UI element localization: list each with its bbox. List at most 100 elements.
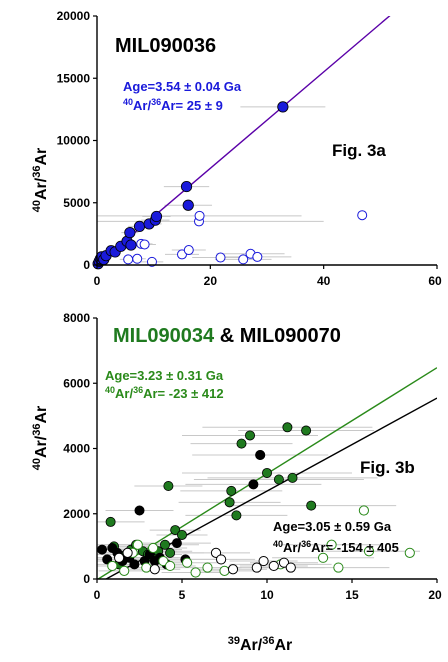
panel-b-data-point bbox=[190, 567, 201, 578]
panel-a-data-point bbox=[133, 220, 146, 233]
panel-b-data-point bbox=[273, 474, 284, 485]
panel-b-data-point bbox=[404, 547, 415, 559]
panel-b-data-point bbox=[119, 565, 130, 576]
panel-a-data-point bbox=[124, 227, 136, 239]
panel-a-figure-label: Fig. 3a bbox=[332, 141, 386, 160]
panel-a-data-point bbox=[150, 210, 163, 223]
panel-b-y-tick-label: 6000 bbox=[63, 376, 90, 390]
panel-b-annotation-black-line2: 40Ar/36Ar= -154 ± 405 bbox=[273, 539, 399, 555]
panel-b-data-point bbox=[363, 546, 375, 557]
panel-b-y-tick-label: 0 bbox=[83, 572, 90, 586]
panel-a-annotation-line1: Age=3.54 ± 0.04 Ga bbox=[123, 79, 242, 94]
panel-a-data-point bbox=[125, 239, 137, 251]
panel-b-data-point bbox=[219, 565, 230, 576]
panel-b-data-point bbox=[165, 560, 176, 572]
panel-a-data-point bbox=[277, 101, 289, 113]
panel-b-data-point bbox=[287, 472, 298, 483]
panel-b-title-green: MIL090034 bbox=[113, 325, 215, 347]
panel-b-data-point bbox=[97, 544, 108, 555]
panel-b-data-point bbox=[171, 538, 182, 549]
panel-a-data-point bbox=[194, 210, 205, 221]
panel-a-data-point bbox=[182, 199, 194, 211]
panel-a-x-tick-label: 20 bbox=[204, 274, 218, 288]
panel-b-data-point bbox=[105, 516, 116, 527]
panel-b-y-tick-label: 2000 bbox=[63, 507, 90, 521]
panel-b-x-tick-label: 10 bbox=[260, 588, 274, 602]
panel-b-data-point bbox=[285, 562, 296, 573]
panel-b-x-tick-label: 5 bbox=[179, 588, 186, 602]
panel-a-x-tick-label: 0 bbox=[94, 274, 101, 288]
panel-b-data-point bbox=[182, 557, 193, 568]
panel-b-annotation-green-line1: Age=3.23 ± 0.31 Ga bbox=[105, 368, 224, 383]
panel-b-xlabel: 39Ar/36Ar bbox=[228, 635, 293, 654]
panel-b-annotation-black-line1: Age=3.05 ± 0.59 Ga bbox=[273, 519, 392, 534]
panel-b-data-point bbox=[255, 450, 266, 461]
panel-b-data-point bbox=[134, 505, 145, 516]
panel-a-data-point bbox=[215, 252, 226, 263]
panel-a-y-tick-label: 5000 bbox=[63, 196, 90, 210]
panel-b-ylabel: 40Ar/36Ar bbox=[31, 406, 50, 471]
panel-b-data-point bbox=[261, 467, 272, 478]
panel-b-data-point bbox=[268, 560, 279, 572]
panel-a-annotation-line2: 40Ar/36Ar= 25 ± 9 bbox=[123, 97, 223, 113]
panel-b-x-tick-label: 20 bbox=[428, 588, 442, 602]
panel-b-data-point bbox=[148, 542, 159, 554]
panel-b-x-tick-label: 0 bbox=[94, 588, 101, 602]
panel-b-data-point bbox=[122, 547, 133, 559]
panel-b-data-point bbox=[129, 559, 140, 570]
panel-a: 0 5000 10000 15000 20000 0 20 40 60 MIL090036 Ag… bbox=[31, 9, 442, 288]
panel-b-data-point bbox=[258, 555, 269, 567]
panel-b-data-point bbox=[216, 554, 227, 565]
panel-b-data-point bbox=[333, 562, 344, 573]
panel-b-title-black: & MIL090070 bbox=[214, 325, 341, 347]
panel-a-data-point bbox=[123, 254, 134, 265]
panel-b-data-point bbox=[227, 564, 239, 575]
panel-b-title: MIL090034 & MIL090070 bbox=[113, 325, 341, 347]
panel-b-data-point bbox=[282, 422, 293, 433]
panel-b-figure-label: Fig. 3b bbox=[360, 458, 415, 477]
panel-a-y-tick-label: 15000 bbox=[57, 71, 91, 85]
panel-a-ylabel: 40Ar/36Ar bbox=[31, 148, 50, 213]
panel-a-y-tick-label: 10000 bbox=[57, 134, 91, 148]
panel-b-data-point bbox=[149, 564, 160, 575]
panel-b-data-point bbox=[107, 560, 118, 572]
panel-b-data-point bbox=[278, 557, 290, 568]
panel-a-y-tick-label: 0 bbox=[83, 258, 90, 272]
panel-b-x-tick-label: 15 bbox=[345, 588, 359, 602]
panel-b-data-point bbox=[326, 539, 337, 550]
panel-b-data-point bbox=[163, 481, 174, 492]
panel-b-annotation-green-line2: 40Ar/36Ar= -23 ± 412 bbox=[105, 385, 224, 401]
panel-b-data-point bbox=[306, 500, 317, 511]
panel-b-data-point bbox=[226, 485, 237, 496]
panel-b-y-tick-label: 4000 bbox=[63, 442, 90, 456]
panel-b-data-point bbox=[318, 552, 329, 563]
panel-a-data-point bbox=[183, 245, 194, 256]
panel-b-data-point bbox=[248, 479, 259, 490]
panel-a-data-point bbox=[139, 239, 150, 250]
panel-a-x-tick-label: 60 bbox=[428, 274, 442, 288]
panel-b-data-point bbox=[141, 562, 152, 573]
panel-b-data-point bbox=[301, 425, 312, 436]
panel-b-data-point bbox=[132, 539, 143, 550]
panel-b-data-point bbox=[159, 539, 170, 550]
panel-b-data-point bbox=[231, 510, 242, 521]
panel-a-data-point bbox=[146, 256, 157, 267]
panel-a-y-tick-label: 20000 bbox=[57, 9, 91, 23]
panel-a-title: MIL090036 bbox=[115, 35, 216, 57]
panel-a-data-point bbox=[252, 251, 263, 262]
panel-b-data-point bbox=[158, 555, 169, 567]
panel-b-data-point bbox=[244, 430, 255, 441]
panel-b-data-point bbox=[170, 525, 181, 536]
panel-b: 0 2000 4000 6000 8000 0 5 10 15 20 MIL090034 & MI… bbox=[31, 311, 442, 654]
panel-b-y-tick-label: 8000 bbox=[63, 311, 90, 325]
panel-b-data-point bbox=[358, 505, 369, 516]
panel-b-data-point bbox=[176, 529, 187, 540]
panel-b-data-point bbox=[251, 562, 262, 573]
panel-a-x-tick-label: 40 bbox=[317, 274, 331, 288]
panel-b-data-point bbox=[224, 497, 235, 508]
panel-a-data-point bbox=[180, 180, 193, 193]
panel-b-data-point bbox=[236, 438, 247, 449]
panel-b-data-point bbox=[202, 562, 213, 573]
panel-a-data-point bbox=[357, 210, 368, 221]
